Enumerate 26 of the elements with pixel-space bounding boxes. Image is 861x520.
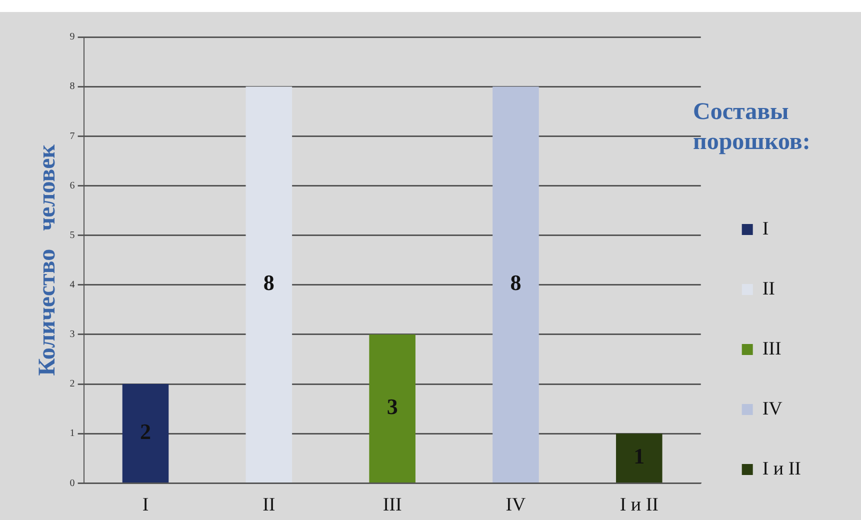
y-tick-label: 0: [70, 478, 75, 489]
legend-label: II: [762, 278, 776, 300]
y-tick-label: 7: [70, 130, 75, 142]
legend-label: I и II: [762, 458, 802, 480]
y-tick-label: 2: [70, 378, 75, 390]
legend-label: I: [762, 218, 769, 240]
legend-label: III: [762, 338, 782, 360]
data-label: 2: [140, 418, 152, 444]
y-tick-label: 1: [70, 428, 75, 440]
legend-label: IV: [762, 398, 783, 420]
data-label: 8: [263, 270, 274, 296]
x-tick-label: III: [382, 494, 402, 516]
y-axis-title: Количество человек: [34, 144, 61, 376]
y-tick-label: 5: [70, 230, 75, 241]
y-tick-label: 9: [70, 32, 75, 43]
y-tick-label: 4: [70, 280, 75, 291]
x-tick-label: I: [142, 494, 149, 516]
x-tick-label: I и II: [620, 494, 658, 516]
data-label: 8: [510, 270, 522, 296]
y-tick-label: 6: [70, 180, 75, 192]
y-tick-label: 8: [70, 81, 75, 92]
y-tick-label: 3: [70, 329, 75, 340]
legend-title: Составы порошков:: [693, 98, 812, 157]
x-tick-label: II: [262, 494, 276, 516]
data-label: 3: [386, 394, 398, 420]
x-tick-label: IV: [506, 494, 526, 516]
